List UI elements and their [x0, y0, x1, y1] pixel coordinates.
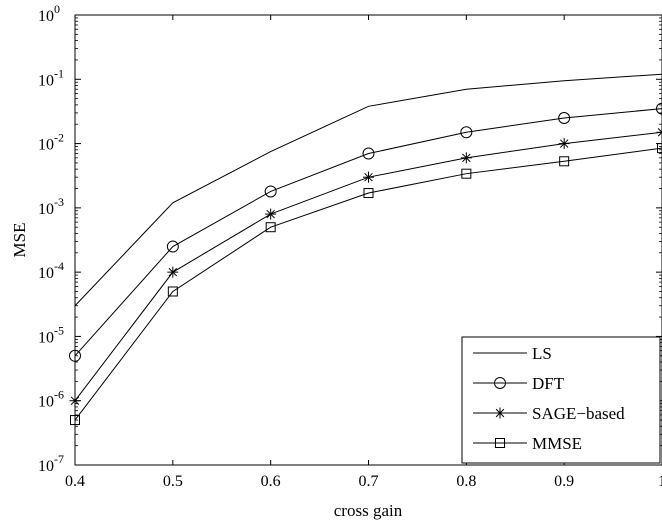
y-axis-label: MSE [10, 223, 29, 258]
square-marker [167, 286, 178, 297]
star-marker [656, 126, 662, 138]
star-stroke [364, 172, 373, 182]
square-marker [495, 438, 505, 448]
square-marker [265, 222, 276, 233]
series-lines [69, 73, 662, 426]
star-marker [460, 152, 472, 164]
square-marker [461, 168, 472, 179]
circle-marker [264, 185, 277, 198]
y-tick-label: 10-6 [38, 388, 64, 411]
y-tick-label: 10-1 [38, 66, 64, 89]
star-marker [69, 395, 81, 407]
star-marker [494, 407, 506, 419]
y-tick-labels: 100 10-1 10-2 10-3 10-4 10-5 10-6 10-7 [38, 2, 64, 475]
star-stroke [462, 153, 471, 163]
x-tick-label: 0.8 [456, 473, 476, 490]
circle-marker [362, 147, 375, 160]
square-marker [657, 143, 662, 154]
series-line [74, 108, 662, 357]
x-tick-label: 0.6 [261, 473, 281, 490]
x-tick-label: 0.5 [163, 473, 183, 490]
x-tick-labels: 0.4 0.5 0.6 0.7 0.8 0.9 1 [65, 473, 662, 490]
x-tick-label: 0.7 [359, 473, 379, 490]
star-stroke [70, 396, 80, 405]
legend-label: SAGE−based [532, 404, 625, 423]
star-stroke [495, 408, 505, 418]
circle-marker [166, 240, 179, 253]
legend: LS DFT SAGE−based MMSE [461, 336, 661, 464]
star-marker [363, 171, 374, 183]
series-line [74, 73, 662, 307]
x-tick-label: 1 [658, 473, 662, 490]
square-marker [559, 156, 570, 167]
circle-marker [69, 349, 81, 362]
legend-label: LS [532, 344, 552, 363]
square-marker [70, 415, 80, 426]
star-marker [167, 266, 179, 278]
x-axis-label: cross gain [334, 501, 403, 520]
star-stroke [657, 128, 662, 133]
y-tick-label: 10-5 [38, 323, 64, 346]
y-tick-label: 10-3 [38, 195, 64, 218]
series-line [74, 147, 662, 421]
circle-marker [558, 111, 571, 124]
star-marker [265, 208, 277, 220]
y-tick-label: 100 [38, 2, 60, 25]
star-stroke [657, 131, 662, 137]
circle-marker [460, 126, 473, 139]
star-stroke [266, 209, 275, 219]
x-tick-label: 0.9 [554, 473, 574, 490]
x-tick-label: 0.4 [65, 473, 85, 490]
star-stroke [168, 267, 178, 277]
circle-marker [656, 102, 662, 115]
square-marker [363, 188, 374, 199]
y-tick-label: 10-2 [38, 131, 64, 154]
y-tick-label: 10-7 [38, 452, 64, 475]
star-marker [558, 138, 570, 150]
legend-label: MMSE [532, 434, 582, 453]
circle-marker [494, 377, 506, 389]
y-tick-label: 10-4 [38, 259, 64, 282]
legend-label: DFT [532, 374, 565, 393]
star-stroke [559, 139, 569, 148]
